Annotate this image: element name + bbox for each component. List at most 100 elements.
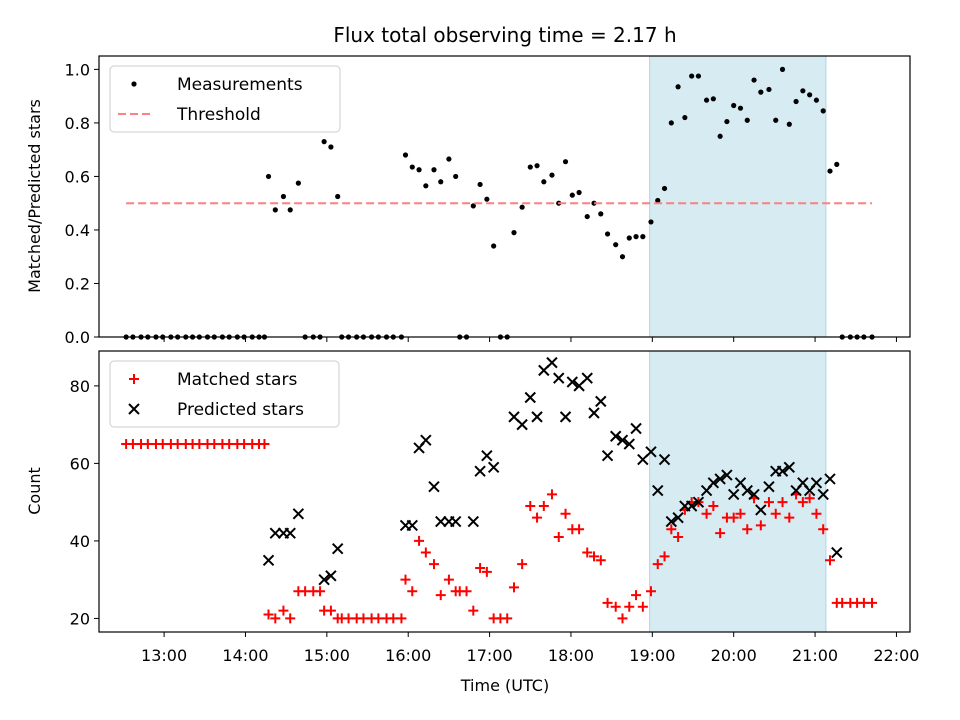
- y-tick-label: 40: [70, 532, 90, 551]
- predicted-star-point: [481, 449, 493, 462]
- measurement-point: [511, 230, 517, 236]
- matched-star-point: [525, 501, 536, 512]
- matched-star-point: [532, 512, 543, 523]
- predicted-star-point: [783, 461, 796, 473]
- measurement-point: [265, 173, 272, 180]
- measurement-point: [807, 92, 813, 98]
- predicted-star-point: [824, 473, 836, 485]
- predicted-star-point: [559, 411, 572, 423]
- matched-star-point: [400, 574, 411, 585]
- measurement-point: [779, 66, 786, 72]
- matched-star-point: [538, 501, 549, 512]
- measurement-point: [409, 164, 415, 170]
- matched-star-point: [582, 547, 593, 558]
- measurement-point: [562, 159, 569, 165]
- predicted-star-point: [467, 515, 480, 528]
- measurement-point: [710, 96, 716, 102]
- matched-star-point: [315, 586, 326, 597]
- x-tick-label: 22:00: [873, 646, 919, 665]
- legend-box: [109, 65, 341, 133]
- matched-star-point: [574, 524, 585, 535]
- matched-star-point: [742, 524, 753, 535]
- matched-star-point: [763, 497, 774, 508]
- measurement-point: [834, 161, 840, 167]
- matched-star-point: [468, 605, 479, 616]
- y-tick-label: 0.4: [65, 221, 90, 240]
- measurement-point: [813, 97, 820, 103]
- measurement-point: [541, 179, 547, 185]
- matched-star-point: [610, 601, 621, 612]
- matched-star-point: [270, 613, 281, 624]
- predicted-star-point: [609, 430, 622, 442]
- predicted-star-point: [269, 527, 282, 539]
- predicted-star-point: [601, 449, 614, 462]
- legend: Matched stars Predicted stars: [109, 360, 340, 428]
- legend-marker-x: [128, 403, 140, 415]
- matched-star-point: [481, 566, 492, 577]
- matched-star-point: [407, 586, 418, 597]
- matched-star-point: [263, 609, 274, 620]
- matched-star-point: [637, 601, 648, 612]
- matched-star-point: [867, 597, 878, 608]
- measurement-point: [527, 164, 533, 170]
- legend-marker-dot: [131, 81, 137, 87]
- top-ylabel: Matched/Predicted stars: [25, 99, 44, 293]
- matched-star-point: [443, 574, 454, 585]
- predicted-star-point: [685, 500, 698, 512]
- measurement-point: [576, 189, 582, 196]
- measurement-point: [416, 167, 422, 173]
- matched-star-point: [435, 590, 446, 601]
- measurement-point: [703, 97, 710, 103]
- measurement-point: [827, 168, 833, 174]
- predicted-star-point: [755, 504, 767, 516]
- predicted-star-point: [721, 469, 733, 481]
- measurement-point: [633, 234, 639, 240]
- predicted-star-point: [672, 511, 684, 524]
- matched-star-point: [811, 508, 822, 519]
- predicted-star-point: [831, 546, 843, 559]
- matched-star-point: [602, 597, 613, 608]
- predicted-star-point: [727, 488, 740, 501]
- matched-star-point: [278, 605, 289, 616]
- y-tick-label: 0.2: [65, 274, 90, 293]
- matched-star-point: [517, 559, 528, 570]
- measurement-point: [598, 211, 604, 217]
- matched-star-point: [546, 489, 557, 500]
- y-tick-label: 0.8: [65, 114, 90, 133]
- measurement-point: [682, 114, 688, 121]
- predicted-star-point: [449, 515, 462, 528]
- predicted-star-point: [531, 411, 543, 423]
- measurement-point: [731, 102, 737, 109]
- matched-star-point: [652, 559, 663, 570]
- measurement-point: [287, 207, 293, 213]
- bottom-ylabel: Count: [25, 467, 44, 515]
- measurement-point: [724, 118, 730, 125]
- predicted-star-point: [630, 422, 642, 435]
- y-tick-label: 80: [70, 377, 90, 396]
- matched-star-point: [553, 532, 564, 543]
- matched-star-point: [673, 532, 684, 543]
- bottom-axes: 20 40 60 80 13:00 14:00 15:00 16:00 17:00 18:00 19…: [70, 350, 919, 665]
- y-tick-label: 0.6: [65, 167, 90, 186]
- matched-star-point: [708, 501, 719, 512]
- matched-star-point: [420, 547, 431, 558]
- predicted-star-point: [546, 356, 558, 369]
- predicted-star-point: [623, 438, 635, 450]
- measurement-point: [534, 163, 540, 169]
- measurement-point: [295, 180, 301, 186]
- matched-star-point: [560, 508, 571, 519]
- legend: Measurements Threshold: [109, 65, 341, 133]
- measurement-point: [423, 183, 429, 189]
- matched-star-point: [666, 524, 677, 535]
- measurement-point: [744, 117, 750, 123]
- measurement-point: [584, 213, 590, 220]
- matched-star-point: [631, 590, 642, 601]
- predicted-star-point: [566, 376, 579, 388]
- x-tick-label: 13:00: [141, 646, 187, 665]
- measurement-point: [820, 108, 826, 114]
- measurement-point: [689, 73, 695, 79]
- predicted-star-point: [262, 554, 275, 567]
- predicted-star-point: [665, 515, 678, 528]
- measurement-point: [661, 185, 668, 192]
